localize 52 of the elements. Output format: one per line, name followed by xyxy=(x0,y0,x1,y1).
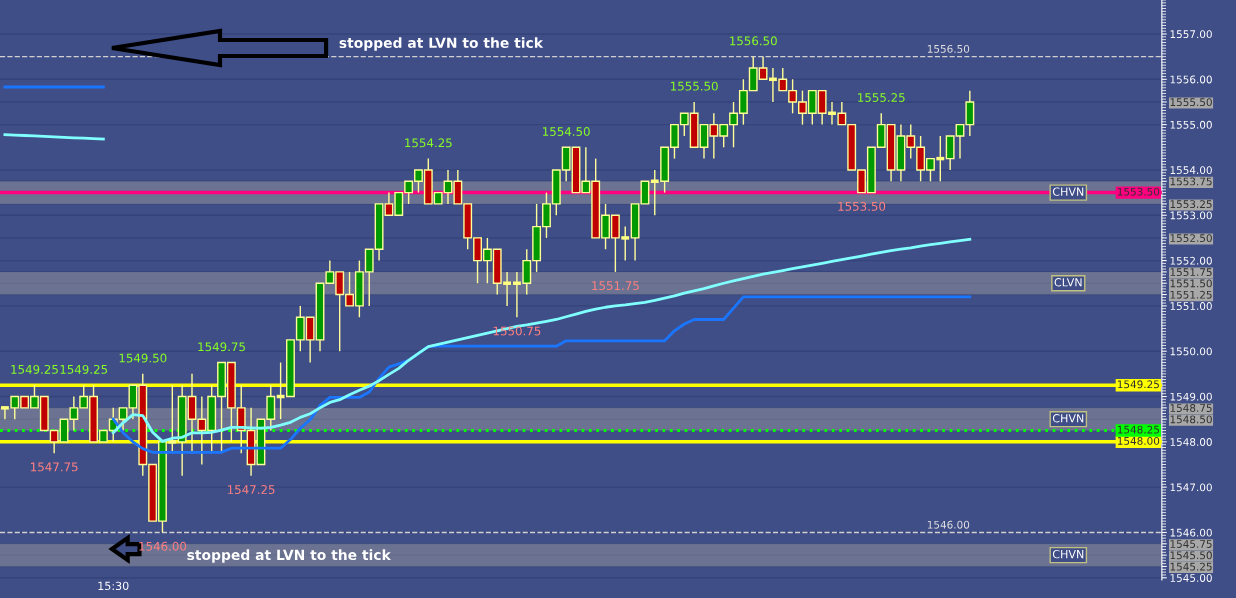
y-tick-label: 1553.75 xyxy=(1170,177,1212,186)
ref-line-label: 1549.25 xyxy=(1117,380,1159,389)
y-tick-label: 1545.25 xyxy=(1170,562,1212,571)
annotation: stopped at LVN to the tick xyxy=(187,549,392,563)
y-tick-label: 1554.00 xyxy=(1170,166,1212,175)
text: 1555.25 xyxy=(858,93,905,102)
ref-line-label: 1548.00 xyxy=(1117,436,1160,445)
y-tick-label: 1551.50 xyxy=(1170,279,1212,288)
y-tick-label: 1545.75 xyxy=(1170,540,1212,548)
text: 1547.75 xyxy=(31,462,78,472)
y-tick-label: 1548.50 xyxy=(1170,415,1212,424)
y-tick-label: 1553.25 xyxy=(1170,200,1212,209)
ref-line-label: 1556.50 xyxy=(927,44,970,53)
text: 1554.50 xyxy=(543,127,590,136)
text: 1549.50 xyxy=(119,353,167,363)
text: 1549.75 xyxy=(198,342,245,352)
y-tick-label: 1551.25 xyxy=(1170,290,1212,299)
y-tick-label: 1551.75 xyxy=(1170,268,1212,277)
y-tick-label: 1555.50 xyxy=(1170,98,1212,107)
text: 1555.50 xyxy=(671,81,718,91)
y-tick-label: 1557.00 xyxy=(1170,30,1212,39)
annotation: stopped at LVN to the tick xyxy=(339,37,544,51)
y-tick-label: 1548.75 xyxy=(1170,404,1212,412)
y-tick-label: 1548.00 xyxy=(1170,438,1212,446)
y-tick-label: 1552.50 xyxy=(1170,234,1212,243)
band-label: CHVN xyxy=(1052,187,1084,196)
y-tick-label: 1545.00 xyxy=(1170,574,1212,582)
band-label: CHVN xyxy=(1052,549,1084,559)
ref-line-label: 1553.50 xyxy=(1117,187,1160,196)
y-tick-label: 1545.50 xyxy=(1170,551,1212,560)
text: 1554.25 xyxy=(405,138,452,148)
x-tick-label: 15:30 xyxy=(98,581,129,591)
ref-line-label: 1546.00 xyxy=(927,520,970,529)
y-tick-label: 1556.00 xyxy=(1170,75,1212,84)
y-tick-label: 1555.00 xyxy=(1170,120,1212,129)
y-tick-label: 1549.00 xyxy=(1170,392,1212,401)
text: 1553.50 xyxy=(838,201,886,211)
text: 1551.75 xyxy=(592,281,639,291)
y-tick-label: 1546.00 xyxy=(1170,528,1212,537)
y-tick-label: 1551.00 xyxy=(1170,302,1212,310)
y-tick-label: 1553.00 xyxy=(1170,211,1212,220)
text: 1547.25 xyxy=(227,485,275,495)
y-tick-label: 1547.00 xyxy=(1170,483,1212,492)
text: 1549.25 xyxy=(60,364,108,374)
text: 1556.50 xyxy=(730,36,777,46)
band-label: CLVN xyxy=(1054,278,1082,287)
text: 1550.75 xyxy=(493,326,541,336)
y-tick-label: 1550.00 xyxy=(1170,347,1212,356)
ref-line-label: 1548.25 xyxy=(1117,425,1159,434)
band-label: CHVN xyxy=(1052,414,1084,423)
y-tick-label: 1552.00 xyxy=(1170,256,1212,265)
text: 1549.25 xyxy=(11,364,58,374)
